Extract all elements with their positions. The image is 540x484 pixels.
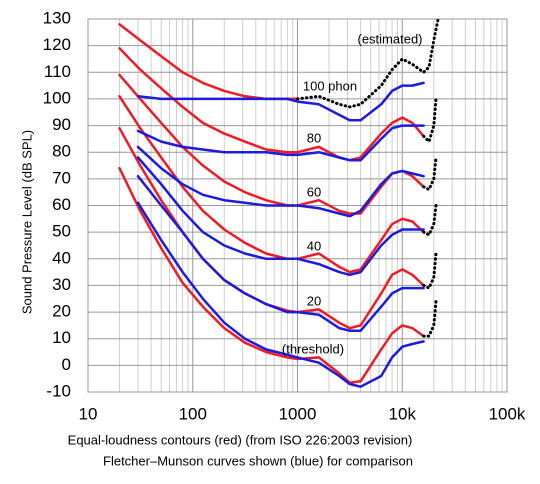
contour-line xyxy=(136,145,425,218)
estimated-line xyxy=(422,252,438,290)
x-tick-label: 10 xyxy=(79,404,98,423)
caption: Fletcher–Munson curves shown (blue) for … xyxy=(103,453,413,468)
annotation: 40 xyxy=(307,238,321,253)
annotation: (threshold) xyxy=(282,341,344,356)
annotation: 100 phon xyxy=(303,78,357,93)
x-tick-label: 100 xyxy=(179,404,207,423)
y-tick-label: 0 xyxy=(62,355,71,374)
contour-line xyxy=(118,47,425,162)
y-tick-label: 60 xyxy=(52,195,71,214)
contour-line xyxy=(136,124,425,162)
estimated-line xyxy=(422,204,438,237)
y-axis-label: Sound Pressure Level (dB SPL) xyxy=(19,130,34,314)
estimated-line xyxy=(296,19,440,109)
contour-line xyxy=(118,166,425,384)
annotation: 20 xyxy=(307,293,321,308)
y-tick-label: 30 xyxy=(52,275,71,294)
annotation: 60 xyxy=(307,184,321,199)
annotation: (estimated) xyxy=(357,31,422,46)
y-tick-label: 70 xyxy=(52,168,71,187)
caption: Equal-loudness contours (red) (from ISO … xyxy=(68,432,413,447)
x-tick-label: 10k xyxy=(389,404,417,423)
y-tick-label: 120 xyxy=(43,35,71,54)
estimated-line xyxy=(422,97,438,144)
contour-line xyxy=(136,81,425,122)
contour-line xyxy=(118,23,299,101)
y-tick-label: 40 xyxy=(52,248,71,267)
contour-line xyxy=(118,126,425,330)
annotation: 80 xyxy=(307,130,321,145)
y-tick-label: -10 xyxy=(46,381,71,400)
x-tick-label: 1000 xyxy=(279,404,317,423)
y-tick-label: 130 xyxy=(43,8,71,27)
y-tick-label: 80 xyxy=(52,142,71,161)
y-tick-label: 10 xyxy=(52,328,71,347)
plot-frame xyxy=(87,18,508,393)
contour-line xyxy=(136,156,425,277)
contour-line xyxy=(136,174,425,332)
contour-line xyxy=(118,73,425,215)
y-tick-label: 110 xyxy=(44,62,71,81)
plot xyxy=(118,19,440,388)
y-tick-label: 100 xyxy=(43,88,71,107)
contour-line xyxy=(136,201,425,388)
x-tick-label: 100k xyxy=(489,404,526,423)
estimated-line xyxy=(422,156,438,191)
y-tick-label: 20 xyxy=(52,302,71,321)
y-tick-label: 90 xyxy=(52,115,71,134)
y-tick-label: 50 xyxy=(52,222,71,241)
